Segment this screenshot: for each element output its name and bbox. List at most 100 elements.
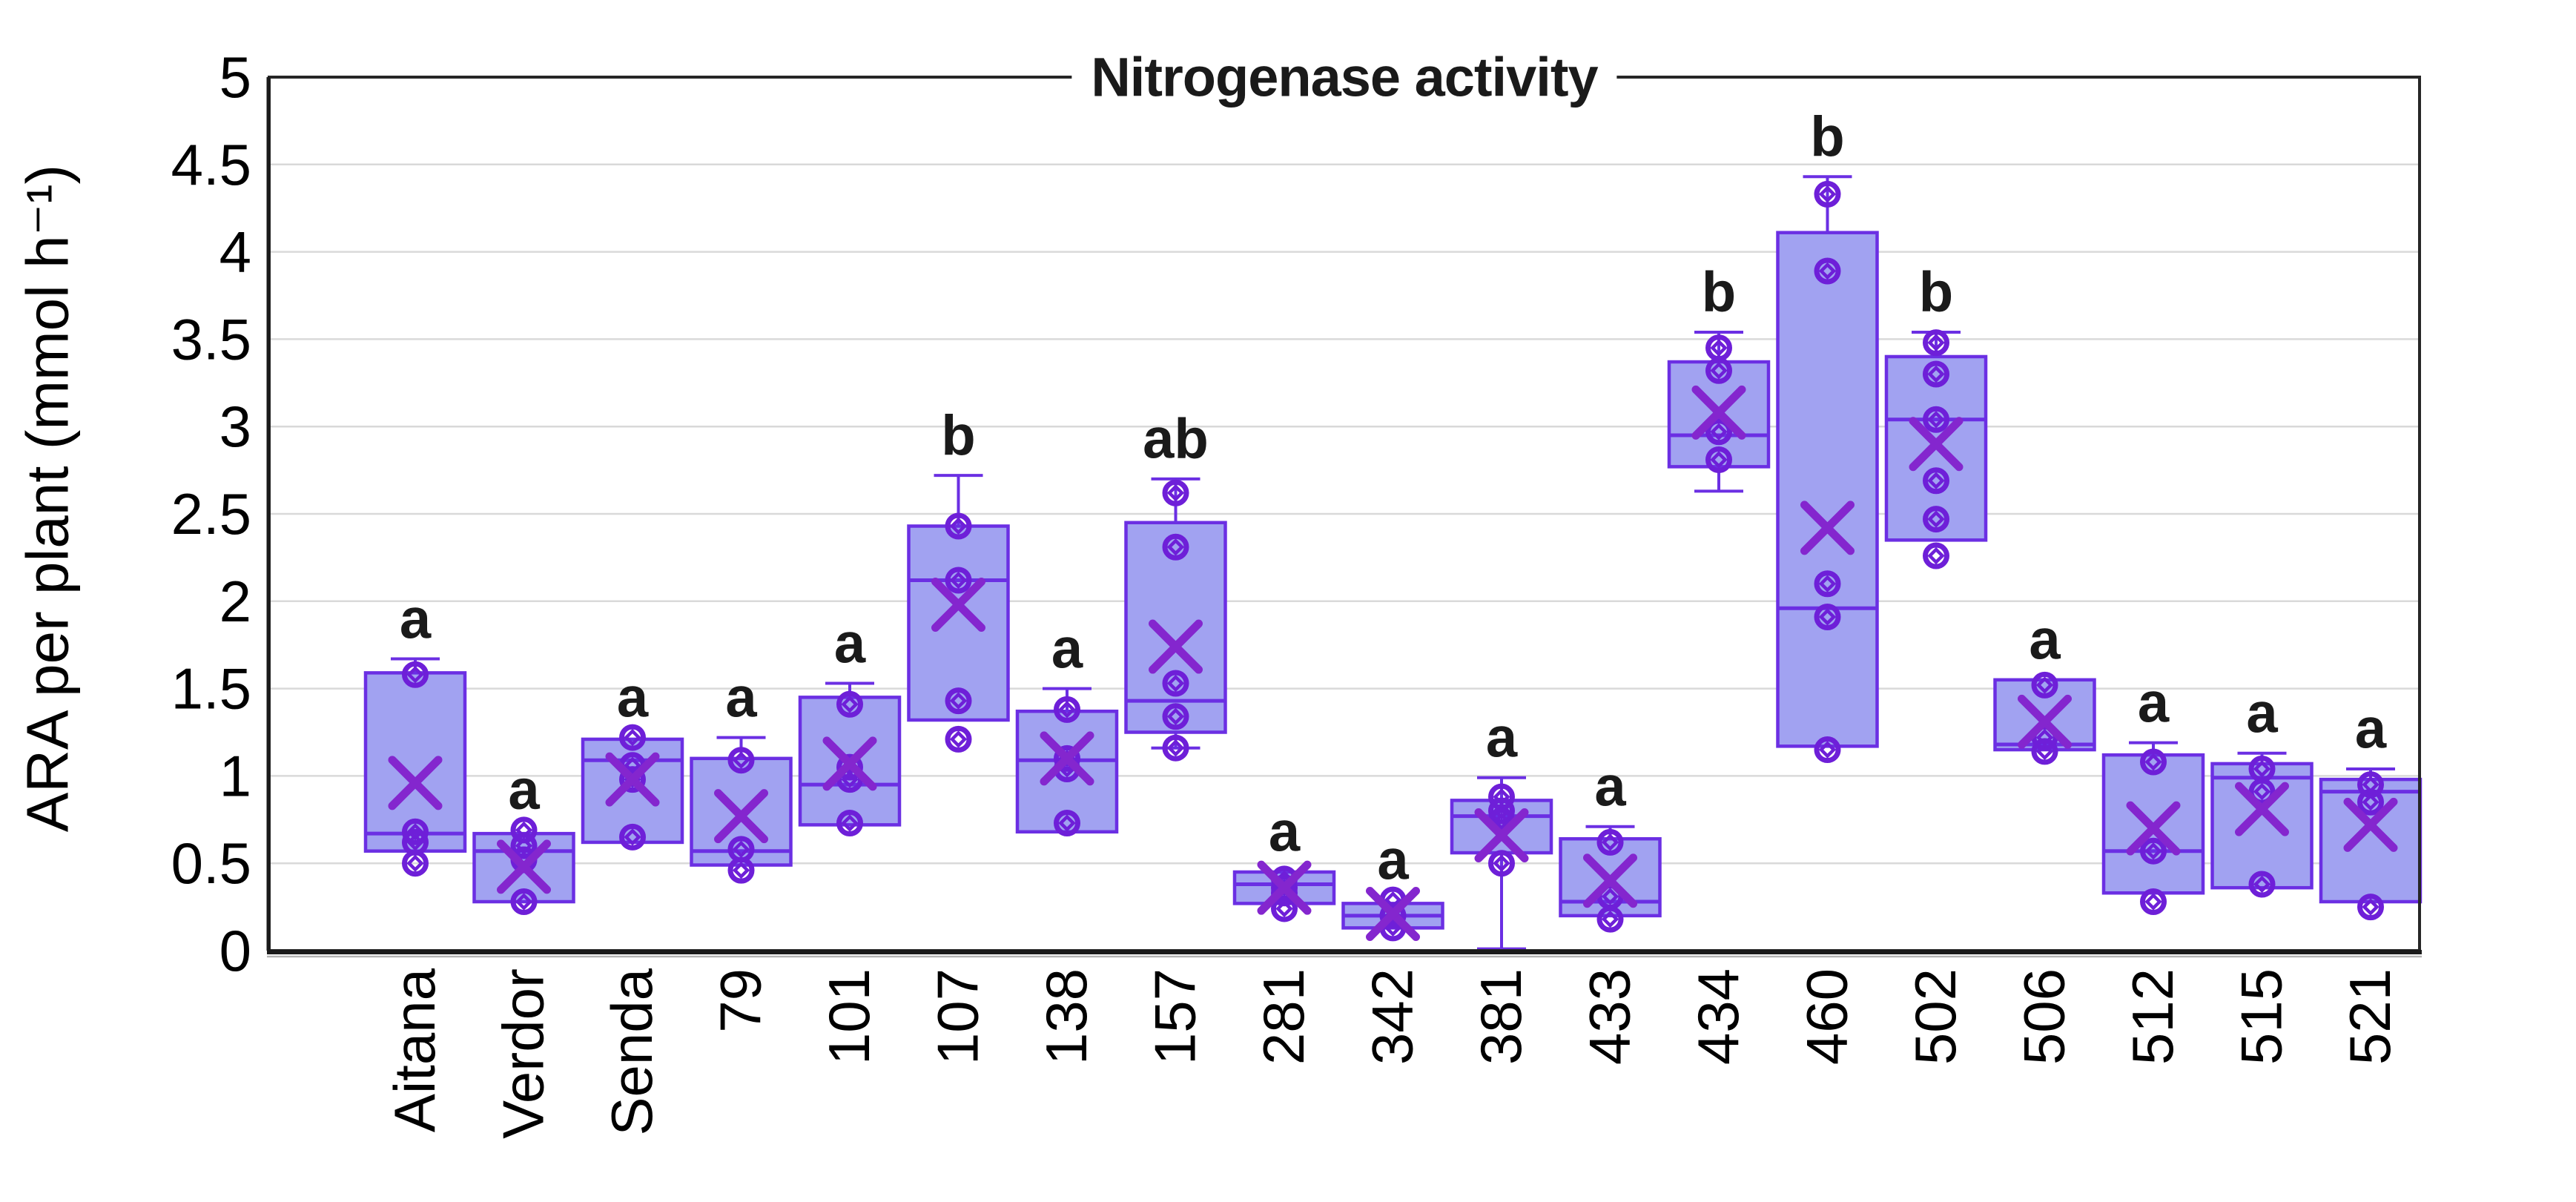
- mean-marker-157: [1149, 619, 1203, 674]
- datapoint-diamond-512: [2144, 893, 2162, 911]
- datapoint-434: [1705, 357, 1732, 384]
- datapoint-460: [1814, 257, 1841, 285]
- datapoint-diamond-101: [841, 770, 859, 788]
- mean-marker-512: [2126, 801, 2181, 856]
- significance-letter-verdor: a: [508, 759, 540, 822]
- datapoint-diamond-157: [1166, 674, 1185, 693]
- mean-marker-107: [931, 578, 985, 633]
- datapoint-281: [1271, 895, 1298, 922]
- x-category-label-senda: Senda: [599, 968, 664, 1135]
- significance-letter-107: b: [941, 404, 975, 467]
- datapoint-diamond-157: [1166, 538, 1185, 556]
- datapoint-diamond-512: [2144, 753, 2162, 771]
- datapoint-diamond-506: [2035, 742, 2054, 761]
- datapoint-460: [1814, 736, 1841, 764]
- x-category-label-verdor: Verdor: [491, 968, 556, 1139]
- y-axis-label-text: ARA per plant (mmol h⁻¹): [14, 164, 81, 833]
- y-tick-label: 0.5: [171, 830, 251, 896]
- datapoint-diamond-101: [841, 814, 859, 832]
- datapoint-515: [2248, 871, 2276, 898]
- datapoint-512: [2140, 748, 2167, 776]
- datapoint-138: [1054, 810, 1080, 837]
- datapoint-515: [2248, 778, 2276, 805]
- datapoint-107: [945, 687, 972, 715]
- datapoint-diamond-502: [1927, 510, 1945, 528]
- datapoint-506: [2031, 738, 2058, 765]
- y-tick-label: 2.5: [171, 481, 251, 546]
- y-tick-label: 1.5: [171, 656, 251, 721]
- x-category-label-157: 157: [1143, 968, 1208, 1065]
- datapoint-diamond-138: [1058, 814, 1076, 832]
- datapoint-502: [1923, 329, 1949, 357]
- datapoint-diamond-107: [949, 692, 968, 710]
- datapoint-433: [1596, 828, 1624, 856]
- mean-marker-101: [822, 736, 877, 791]
- mean-marker-281: [1257, 860, 1312, 915]
- datapoint-diamond-502: [1927, 411, 1945, 429]
- x-category-label-460: 460: [1794, 968, 1860, 1065]
- mean-marker-515: [2235, 782, 2289, 836]
- datapoint-138: [1054, 696, 1080, 723]
- significance-letter-433: a: [1594, 755, 1626, 818]
- datapoint-502: [1923, 406, 1949, 433]
- datapoint-aitana: [402, 850, 429, 877]
- datapoint-diamond-460: [1818, 741, 1837, 759]
- datapoint-381: [1488, 850, 1515, 877]
- datapoint-diamond-138: [1058, 701, 1076, 719]
- significance-letter-79: a: [725, 666, 757, 729]
- datapoint-diamond-381: [1493, 854, 1510, 872]
- datapoint-157: [1162, 479, 1189, 506]
- datapoint-diamond-79: [732, 861, 750, 879]
- datapoint-460: [1814, 604, 1841, 631]
- datapoint-verdor: [510, 832, 538, 859]
- x-category-label-434: 434: [1685, 968, 1751, 1065]
- datapoint-diamond-157: [1166, 484, 1185, 502]
- x-category-label-502: 502: [1903, 968, 1968, 1065]
- datapoint-502: [1923, 506, 1949, 533]
- datapoint-101: [836, 753, 863, 781]
- x-category-label-79: 79: [708, 968, 773, 1033]
- datapoint-diamond-521: [2362, 776, 2380, 793]
- mean-marker-506: [2018, 694, 2072, 749]
- datapoint-157: [1162, 670, 1189, 697]
- mean-marker-521: [2343, 797, 2398, 852]
- mean-marker-460: [1800, 501, 1855, 555]
- significance-letter-138: a: [1051, 617, 1083, 680]
- significance-letter-381: a: [1486, 706, 1518, 769]
- box-521: [2319, 777, 2423, 904]
- y-tick-label: 5: [219, 44, 251, 110]
- datapoint-107: [945, 512, 972, 540]
- datapoint-senda: [619, 766, 646, 793]
- datapoint-433: [1596, 905, 1624, 933]
- datapoint-senda: [619, 823, 646, 851]
- datapoint-diamond-502: [1927, 472, 1945, 489]
- significance-letter-342: a: [1377, 828, 1409, 891]
- x-category-label-aitana: Aitana: [382, 968, 447, 1132]
- significance-letter-460: b: [1810, 105, 1844, 168]
- datapoint-79: [727, 747, 755, 774]
- significance-letter-515: a: [2246, 682, 2278, 745]
- significance-letter-506: a: [2029, 609, 2061, 672]
- datapoint-senda: [619, 724, 646, 751]
- datapoint-512: [2140, 837, 2167, 865]
- datapoint-diamond-512: [2144, 842, 2162, 860]
- significance-letter-senda: a: [617, 666, 649, 729]
- x-category-label-506: 506: [2012, 968, 2077, 1065]
- datapoint-506: [2031, 671, 2058, 699]
- datapoint-diamond-79: [732, 840, 750, 859]
- datapoint-aitana: [402, 661, 429, 688]
- datapoint-157: [1162, 533, 1189, 561]
- datapoint-diamond-434: [1710, 423, 1728, 440]
- datapoint-460: [1814, 180, 1841, 208]
- datapoint-diamond-aitana: [406, 854, 424, 872]
- datapoint-107: [945, 567, 972, 594]
- datapoint-434: [1705, 418, 1732, 446]
- datapoint-101: [836, 810, 863, 837]
- mean-marker-138: [1040, 731, 1094, 786]
- y-tick-label: 4.5: [171, 132, 251, 197]
- significance-letter-512: a: [2138, 671, 2170, 734]
- datapoint-diamond-506: [2035, 676, 2054, 694]
- datapoint-diamond-460: [1818, 185, 1837, 203]
- x-category-label-107: 107: [925, 968, 991, 1065]
